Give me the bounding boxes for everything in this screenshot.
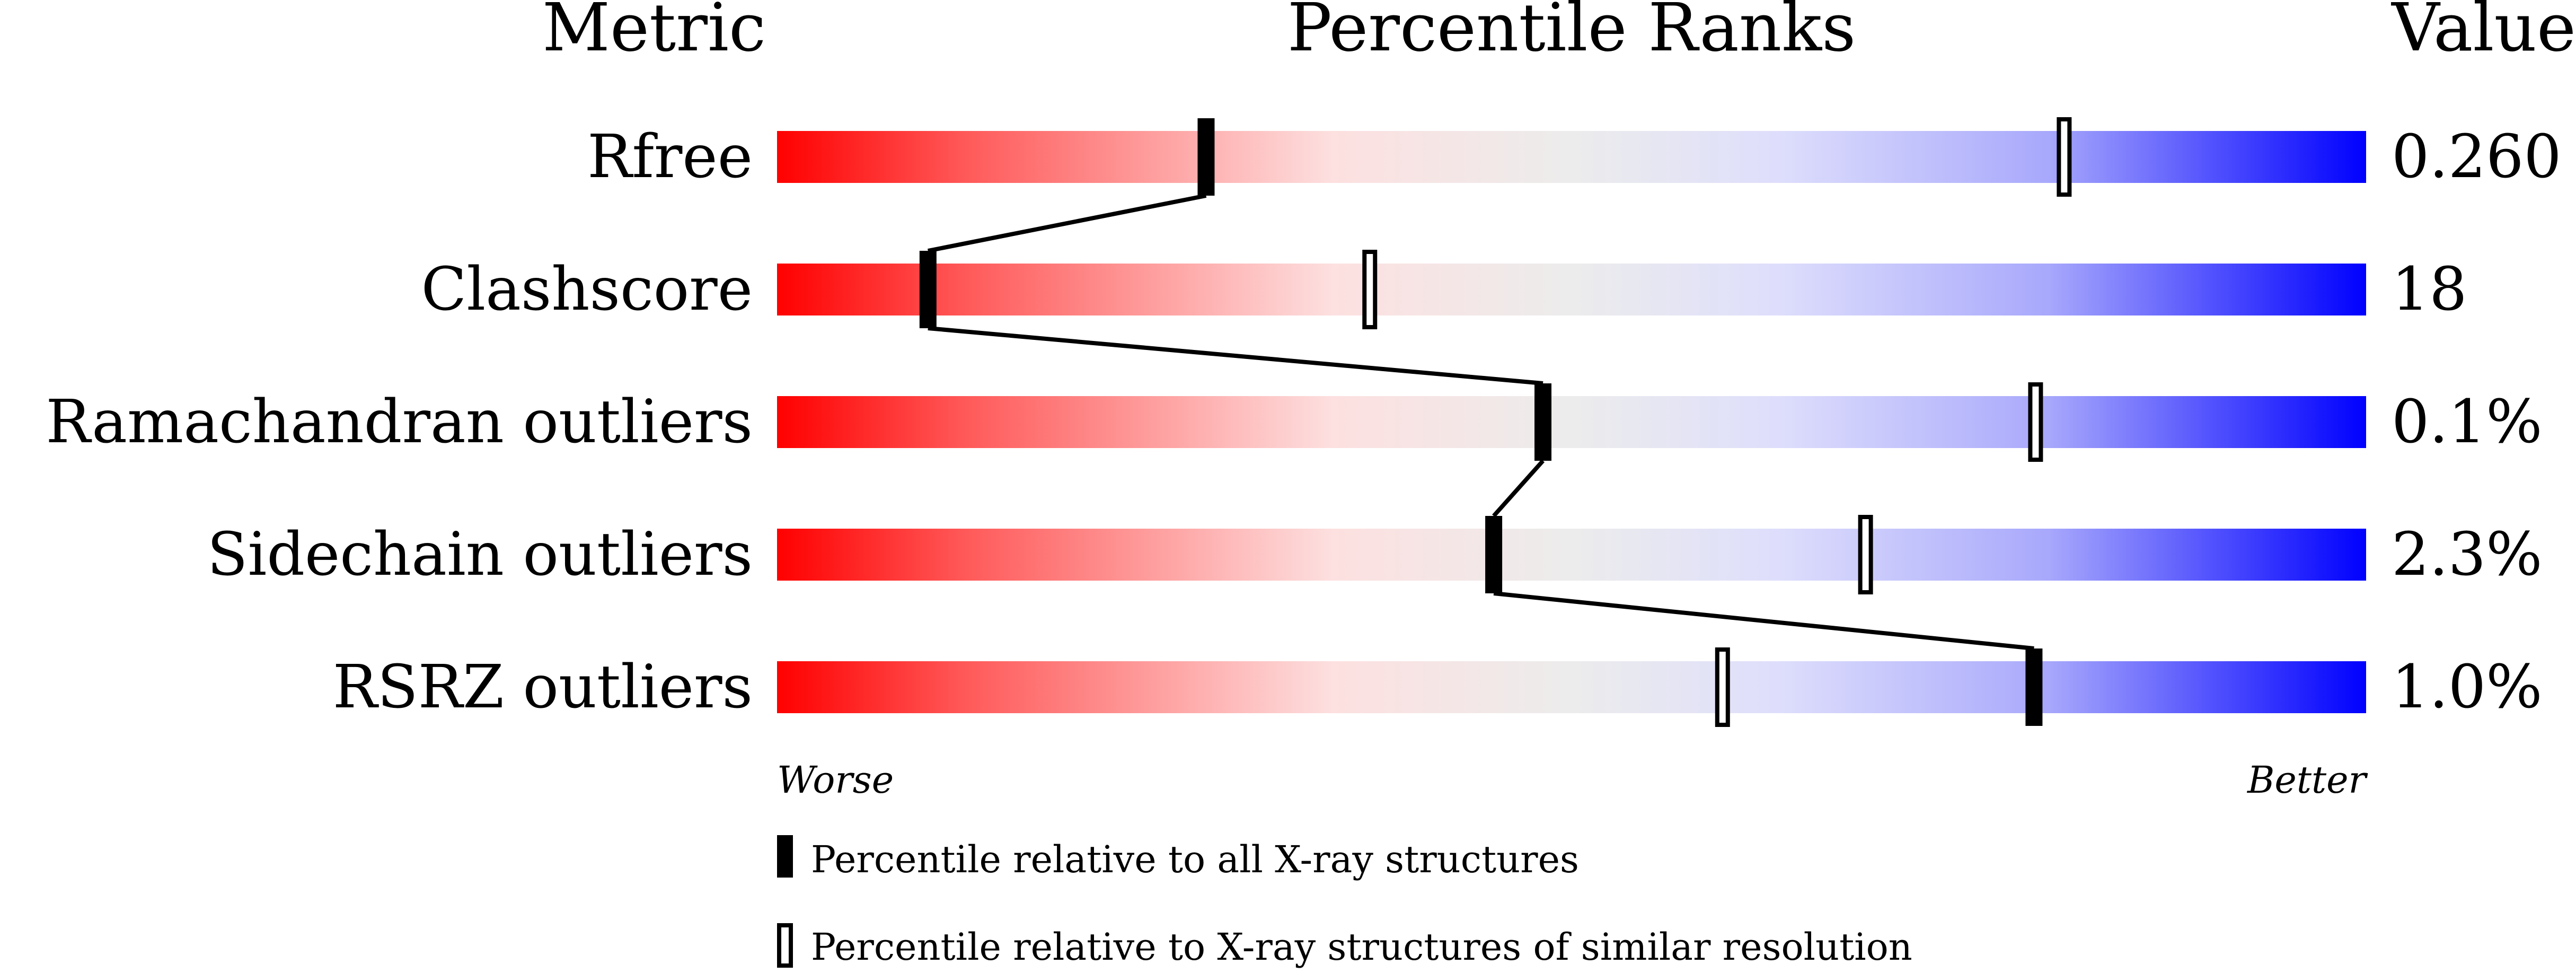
legend-filled-marker [777, 835, 793, 878]
similar-resolution-marker [2028, 382, 2043, 462]
header-percentile-ranks: Percentile Ranks [1287, 0, 1856, 66]
axis-label-better: Better [2246, 758, 2368, 802]
metric-value: 1.0% [2392, 653, 2543, 722]
axis-label-worse: Worse [777, 758, 894, 802]
metric-value: 2.3% [2392, 520, 2543, 589]
similar-resolution-marker [1715, 647, 1730, 727]
percentile-bar [777, 661, 2366, 713]
metric-label: Rfree [587, 122, 753, 191]
percentile-bar [777, 529, 2366, 581]
all-structures-marker [1197, 118, 1215, 196]
percentile-bar [777, 131, 2366, 183]
legend-open-marker [777, 923, 793, 968]
header-value: Value [2390, 0, 2576, 66]
similar-resolution-marker [1362, 250, 1378, 329]
percentile-bar [777, 264, 2366, 315]
all-structures-marker [1485, 516, 1503, 593]
all-structures-marker [1534, 383, 1552, 461]
legend-label-all: Percentile relative to all X-ray structu… [811, 838, 1579, 881]
legend-label-similar: Percentile relative to X-ray structures … [811, 925, 1912, 969]
metric-label: RSRZ outliers [333, 653, 753, 722]
connector-line [928, 326, 1543, 385]
metric-value: 18 [2392, 255, 2467, 324]
similar-resolution-marker [2057, 117, 2072, 197]
similar-resolution-marker [1858, 515, 1873, 594]
metric-label: Ramachandran outliers [46, 388, 753, 457]
metric-value: 0.260 [2392, 122, 2562, 191]
connector-line [928, 194, 1207, 253]
connector-line [1493, 591, 2034, 651]
header-metric: Metric [542, 0, 766, 66]
metric-label: Sidechain outliers [207, 520, 753, 589]
connector-line [1492, 459, 1545, 518]
metric-label: Clashscore [421, 255, 753, 324]
all-structures-marker [2025, 648, 2043, 726]
all-structures-marker [919, 251, 937, 328]
percentile-bar [777, 396, 2366, 448]
metric-value: 0.1% [2392, 388, 2543, 457]
